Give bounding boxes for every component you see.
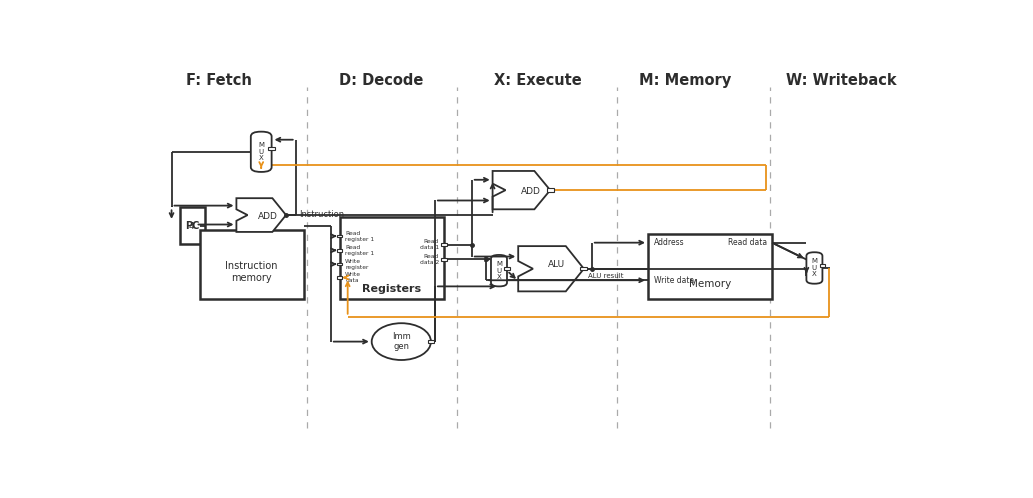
Bar — [199, 231, 304, 299]
Bar — [546, 188, 554, 192]
Text: F: Fetch: F: Fetch — [186, 73, 252, 88]
Text: X: Execute: X: Execute — [494, 73, 582, 88]
Text: D: Decode: D: Decode — [339, 73, 424, 88]
Bar — [441, 243, 446, 246]
FancyBboxPatch shape — [251, 131, 272, 172]
Bar — [581, 267, 588, 270]
FancyBboxPatch shape — [491, 255, 507, 286]
Bar — [428, 340, 434, 343]
Bar — [268, 147, 275, 150]
Text: ALU: ALU — [549, 259, 565, 268]
Bar — [340, 217, 444, 299]
Bar — [337, 235, 343, 238]
Bar — [648, 234, 772, 299]
Bar — [180, 207, 206, 244]
Text: Registers: Registers — [363, 284, 421, 294]
Ellipse shape — [372, 323, 431, 360]
Bar — [337, 249, 343, 251]
Text: ADD: ADD — [522, 187, 541, 196]
Text: M
U
X: M U X — [258, 142, 264, 161]
Text: Read data: Read data — [728, 238, 768, 247]
Text: Read
data 2: Read data 2 — [419, 254, 439, 264]
Text: PC: PC — [185, 221, 199, 231]
Text: Address: Address — [654, 238, 685, 247]
Bar — [504, 267, 510, 270]
Text: Read
register 1: Read register 1 — [345, 245, 375, 256]
Text: Imm
gen: Imm gen — [392, 332, 411, 351]
Text: 4: 4 — [189, 222, 194, 231]
Bar — [337, 276, 343, 279]
FancyBboxPatch shape — [807, 252, 822, 284]
Text: M
U
X: M U X — [811, 258, 817, 277]
Bar — [441, 258, 446, 260]
Text: Read
data 1: Read data 1 — [419, 239, 439, 250]
Text: Write data: Write data — [654, 276, 694, 285]
Text: M: Memory: M: Memory — [639, 73, 731, 88]
Text: Memory: Memory — [689, 279, 731, 289]
Polygon shape — [493, 171, 551, 209]
Polygon shape — [237, 198, 286, 232]
Text: ALU result: ALU result — [588, 272, 623, 279]
Text: Instruction
memory: Instruction memory — [225, 260, 278, 283]
Text: M
U
X: M U X — [496, 261, 502, 280]
Text: Read
register 1: Read register 1 — [345, 231, 375, 242]
Bar — [337, 263, 343, 265]
Text: ADD: ADD — [258, 212, 278, 221]
Text: Write
data: Write data — [345, 272, 362, 283]
Text: Instruction: Instruction — [300, 210, 344, 219]
Polygon shape — [519, 246, 584, 291]
Bar — [819, 264, 825, 267]
Text: Write
register: Write register — [345, 259, 369, 269]
Text: W: Writeback: W: Writeback — [786, 73, 897, 88]
